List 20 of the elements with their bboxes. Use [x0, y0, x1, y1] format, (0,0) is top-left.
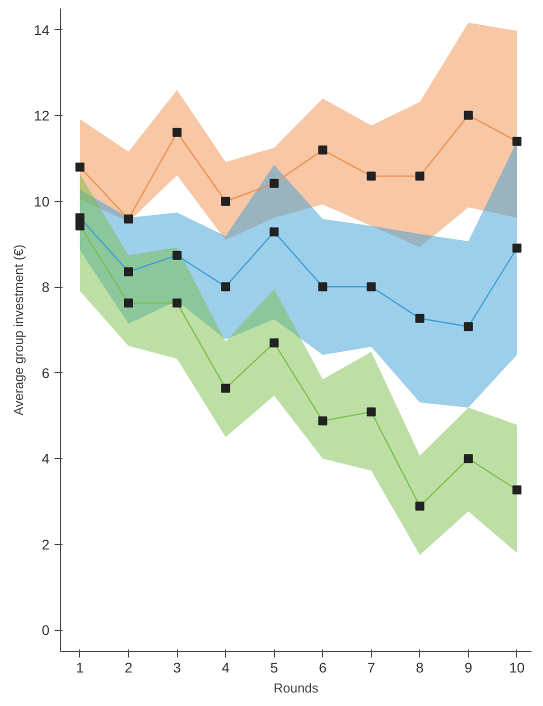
x-tick-label: 1	[76, 660, 84, 676]
x-tick-label: 3	[173, 660, 182, 676]
x-axis-title: Rounds	[274, 680, 319, 696]
y-tick-label: 8	[42, 279, 50, 296]
y-tick-label: 0	[42, 622, 50, 638]
y-tick-label: 2	[42, 536, 50, 552]
x-tick-label: 7	[367, 660, 376, 676]
y-axis-title: Average group investment (€)	[10, 244, 26, 416]
y-tick-label: 14	[34, 22, 50, 38]
x-tick-label: 2	[124, 660, 133, 676]
x-tick-label: 5	[270, 660, 278, 676]
y-tick-label: 6	[42, 364, 50, 381]
x-tick-label: 10	[509, 660, 525, 676]
x-tick-label: 6	[318, 660, 327, 676]
x-tick-label: 4	[222, 660, 230, 676]
x-tick-label: 9	[464, 660, 472, 676]
y-tick-label: 10	[34, 193, 50, 210]
y-tick-label: 12	[34, 108, 50, 124]
x-tick-label: 8	[416, 660, 424, 676]
y-tick-label: 4	[42, 450, 50, 467]
